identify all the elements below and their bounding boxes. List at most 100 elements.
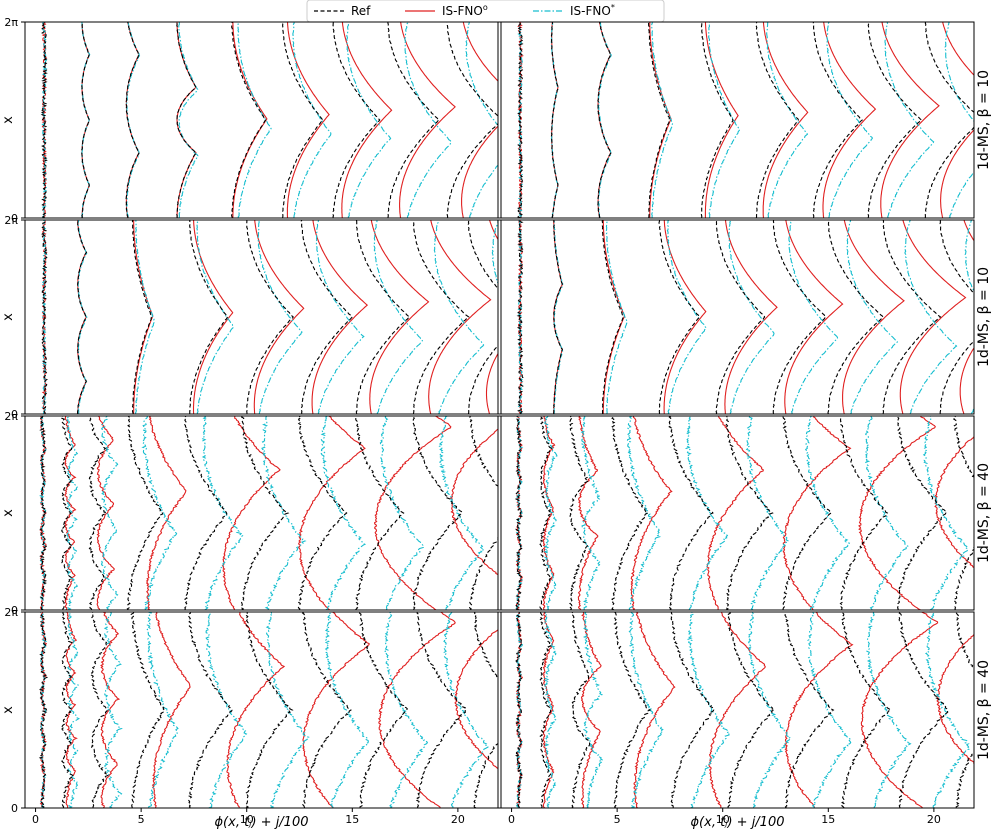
panel-r0-c0-is-fno-star-curve-0 — [41, 22, 48, 218]
panel-r1-c0-is-fno-star-curve-4 — [257, 220, 303, 414]
panel-r1-c1-is-fno-o-curve-2 — [602, 220, 626, 414]
row-labels: 1d-MS, β = 10 1d-MS, β = 10 1d-MS, β = 40 1… — [976, 70, 992, 760]
panel-r0-c1-ref-curve-3 — [648, 22, 671, 218]
panel-r3-c1-is-fno-o-curve-4 — [708, 612, 766, 808]
panel-r3-c0-ref-curve-7 — [358, 612, 409, 808]
panel-r2-c1-is-fno-star-curve-4 — [684, 416, 729, 610]
panel-r3-c1-ref-curve-5 — [727, 612, 776, 808]
panel-r2-c0-ref-curve-0 — [38, 416, 48, 610]
panel-r3-c0-is-fno-star-curve-6 — [324, 612, 369, 808]
panel-r2-c0-is-fno-o-curve-8 — [527, 416, 622, 610]
panel-r3-c1-x-tick-label-2: 10 — [716, 813, 730, 826]
panel-r2-c1-is-fno-star-curve-7 — [863, 416, 910, 610]
panel-r0-c0-y-tick-label-0: 0 — [11, 212, 18, 225]
panel-r0-c0-ref-curve-7 — [387, 22, 441, 218]
panel-r3-c1-ref-curve-7 — [840, 612, 892, 808]
panel-r1-c0-is-fno-star-curve-7 — [433, 220, 485, 414]
panel-r0-c0-is-fno-o-curve-6 — [341, 22, 393, 218]
panel-r2-c1-ref-curve-2 — [568, 416, 590, 610]
panel-r3-c1-is-fno-star-curve-1 — [543, 612, 557, 808]
panel-r1-c0-y-axis-label: x — [1, 313, 16, 321]
panel-r0-c0-is-fno-star-curve-4 — [237, 22, 272, 218]
legend-label-is-fno-o-main: IS-FNO — [442, 4, 483, 18]
panel-r0-c1 — [497, 21, 975, 219]
panel-r3-c0-is-fno-o-curve-4 — [226, 612, 286, 808]
panel-r0-c1-is-fno-star-curve-7 — [884, 22, 935, 218]
panel-r1-c0-ref-curve-2 — [131, 220, 153, 414]
panel-r1-c0-is-fno-o-curve-8 — [485, 220, 498, 414]
panel-r1-c1-is-fno-star-curve-2 — [605, 220, 628, 414]
panel-r3-c1-is-fno-star-curve-8 — [924, 612, 970, 808]
panel-r1-c1-ref-curve-7 — [882, 220, 942, 414]
panel-r1-c0-is-fno-o-curve-5 — [311, 220, 369, 414]
panel-r2-c0-is-fno-star-curve-0 — [39, 416, 48, 610]
panel-r1-c0-is-fno-o-curve-2 — [133, 220, 154, 414]
panel-r3-c1-x-tick-label-3: 15 — [821, 813, 835, 826]
panel-r0-c0-frame — [24, 21, 499, 219]
panel-r3-c0-is-fno-star-curve-2 — [103, 612, 123, 808]
panel-r0-c0-y-tick-label-1: 2π — [4, 16, 18, 29]
panel-r2-c0-curves — [38, 416, 622, 610]
panel-r0-c0-is-fno-o-curve-8 — [461, 22, 498, 218]
panel-r1-c0-ref-curve-1 — [77, 220, 88, 414]
row-label-1: 1d-MS, β = 10 — [976, 267, 992, 367]
panel-r1-c0-is-fno-o-curve-7 — [428, 220, 492, 414]
legend-label-is-fno-star-sup: * — [611, 3, 615, 12]
legend-label-ref: Ref — [351, 4, 371, 18]
panel-r0-c0-y-axis-label: x — [1, 116, 16, 124]
panel-r1-c1-ref-curve-5 — [772, 220, 827, 414]
panel-r3-c0-curves — [38, 612, 715, 808]
panel-r3-c1-x-axis-label: ϕ(x, tⱼ) + j/100 — [690, 815, 784, 830]
panel-r1-c0-is-fno-star-curve-1 — [77, 220, 88, 414]
panel-r2-c0-ref-curve-8 — [412, 416, 463, 610]
panel-r3-c0-ref-curve-1 — [60, 612, 74, 808]
panel-r1-c1-ref-curve-8 — [939, 220, 974, 414]
panel-r1-c0-curves — [41, 220, 498, 414]
panel-r2-c1-ref-curve-0 — [514, 416, 524, 610]
panel-r1-c1-frame — [500, 219, 975, 415]
panel-r1-c0-y-tick-label-1: 2π — [4, 214, 18, 227]
panel-r2-c0-is-fno-star-curve-3 — [141, 416, 178, 610]
panel-r3-c0-ref-curve-6 — [301, 612, 352, 808]
panel-r3-c0-is-fno-star-curve-7 — [383, 612, 429, 808]
panel-r3-c0-is-fno-o-curve-7 — [454, 628, 498, 770]
panel-r0-c0-ref-curve-0 — [40, 22, 48, 218]
legend-label-is-fno-o: IS-FNOo — [442, 3, 488, 18]
panel-r3-c1-ref-curve-4 — [670, 612, 715, 808]
panel-r2-c0-is-fno-star-curve-4 — [201, 416, 244, 610]
panel-r3-c0-is-fno-o-curve-6 — [377, 612, 456, 808]
panel-r1-c1-ref-curve-1 — [553, 220, 564, 414]
panel-r3-c1-is-fno-star-curve-7 — [866, 612, 912, 808]
panel-r1-c0-ref-curve-0 — [41, 220, 48, 414]
panel-r0-c0-ref-curve-6 — [332, 22, 381, 218]
panel-r3-c1-is-fno-o-curve-6 — [860, 612, 939, 808]
panel-r0-c0-ref-curve-2 — [125, 22, 141, 218]
panel-r2-c0-y-axis-label: x — [1, 509, 16, 517]
panel-r2-c0-is-fno-o-curve-6 — [373, 416, 452, 610]
panel-r1-c1-curves — [516, 220, 974, 414]
panel-r3-c0-x-tick-label-2: 10 — [240, 813, 254, 826]
panel-r1-c0-is-fno-star-curve-3 — [196, 220, 235, 414]
panel-r1-c0-is-fno-o-curve-6 — [369, 220, 430, 414]
panel-r2-c0-ref-curve-2 — [88, 416, 108, 610]
panel-r0-c1-is-fno-star-curve-5 — [766, 22, 809, 218]
panel-r3-c1-x-tick-label-4: 20 — [927, 813, 941, 826]
panel-r1-c0-y-tick-label-0: 0 — [11, 408, 18, 421]
panel-r3-c0-y-axis-label: x — [1, 706, 16, 714]
panel-r1-c0-is-fno-star-curve-6 — [373, 220, 424, 414]
panel-r3-c1: 0 5 10 15 20 — [497, 611, 975, 826]
panel-r0-c1-ref-curve-5 — [755, 22, 800, 218]
panel-r1-c1-is-fno-star-curve-0 — [517, 220, 524, 414]
panel-r1-c1-is-fno-star-curve-5 — [788, 220, 839, 414]
panel-r1-c1-is-fno-o-curve-4 — [724, 220, 778, 414]
panel-r0-c1-frame — [500, 21, 975, 219]
panel-r3-c0-is-fno-o-curve-5 — [302, 612, 370, 808]
panel-r3-c0-is-fno-o-curve-9 — [607, 612, 715, 808]
panel-r3-c0-x-axis-label: ϕ(x, tⱼ) + j/100 — [214, 815, 308, 830]
panel-r2-c1-is-fno-star-curve-2 — [580, 416, 602, 610]
panel-r1-c1-ref-curve-2 — [601, 220, 625, 414]
panel-r0-c1-is-fno-o-curve-6 — [822, 22, 877, 218]
